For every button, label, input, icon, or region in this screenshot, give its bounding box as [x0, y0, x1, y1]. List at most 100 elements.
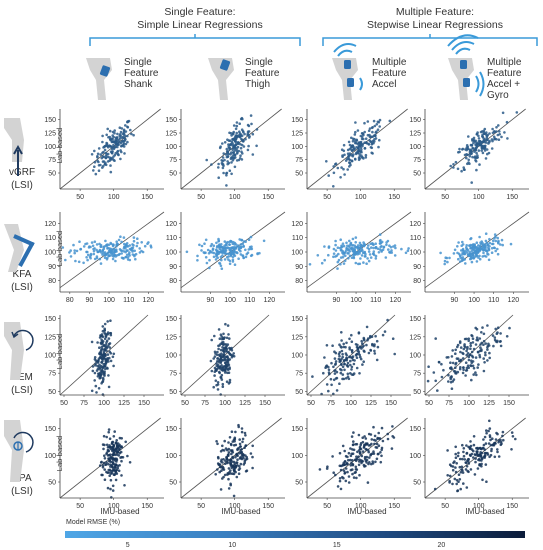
scatter-point: [457, 451, 460, 455]
scatter-point: [485, 431, 488, 435]
scatter-point: [484, 353, 487, 357]
scatter-point: [216, 357, 219, 360]
scatter-point: [497, 124, 500, 127]
scatter-point: [108, 342, 112, 345]
scatter-point: [355, 442, 359, 446]
y-tick-label: 50: [48, 480, 56, 487]
y-tick-label: 120: [291, 221, 303, 228]
scatter-point: [354, 459, 358, 463]
scatter-point: [463, 344, 466, 348]
scatter-point: [354, 241, 358, 244]
scatter-point: [73, 249, 76, 252]
scatter-point: [471, 360, 475, 363]
scatter-point: [360, 135, 364, 138]
scatter-point: [361, 132, 364, 135]
scatter-point: [221, 369, 225, 372]
scatter-point: [107, 428, 111, 431]
x-axis-title-col1: IMU-based: [100, 507, 140, 516]
y-tick-label: 125: [165, 131, 177, 138]
scatter-point: [111, 157, 114, 160]
scatter-point: [237, 141, 240, 145]
scatter-point: [237, 425, 240, 429]
scatter-point: [340, 244, 343, 248]
scatter-point: [332, 252, 336, 255]
scatter-point: [77, 260, 81, 264]
scatter-point: [480, 349, 483, 353]
scatter-point: [371, 130, 374, 134]
scatter-point: [108, 129, 112, 133]
scatter-point: [226, 138, 229, 141]
scatter-point: [482, 339, 486, 343]
scatter-point: [341, 352, 344, 356]
scatter-point: [247, 124, 251, 128]
scatter-point: [368, 127, 372, 130]
scatter-point: [126, 255, 130, 259]
y-tick-label: 75: [413, 371, 421, 378]
scatter-point: [223, 346, 226, 350]
scatter-point: [204, 238, 208, 242]
scatter-point: [450, 387, 454, 391]
scatter-point: [351, 237, 355, 241]
scatter-point: [352, 362, 356, 366]
scatter-point: [332, 165, 336, 168]
scatter-point: [120, 445, 123, 448]
scatter-point: [105, 257, 109, 261]
scatter-point: [225, 255, 229, 259]
scatter-point: [489, 438, 492, 442]
scatter-point: [225, 241, 228, 245]
scatter-point: [459, 346, 463, 349]
scatter-point: [474, 253, 478, 256]
scatter-point: [123, 134, 127, 137]
scatter-point: [231, 158, 235, 162]
scatter-point: [129, 128, 132, 132]
scatter-point: [336, 267, 339, 270]
scatter-point: [359, 442, 363, 445]
y-tick-label: 100: [165, 353, 177, 360]
scatter-point: [134, 257, 137, 261]
scatter-point: [227, 467, 231, 470]
scatter-point: [233, 469, 236, 473]
scatter-point: [367, 244, 370, 247]
scatter-point: [90, 153, 94, 156]
scatter-point: [106, 345, 110, 348]
x-tick-label: 150: [141, 194, 153, 201]
scatter-point: [231, 148, 234, 151]
scatter-point: [133, 253, 136, 257]
scatter-point: [471, 155, 474, 159]
scatter-point: [374, 334, 377, 338]
scatter-point: [338, 451, 342, 455]
scatter-point: [400, 247, 403, 251]
scatter-point: [226, 448, 229, 452]
scatter-point: [357, 350, 361, 353]
x-tick-label: 125: [483, 400, 495, 407]
thigh-sensor-icon: [208, 58, 234, 100]
scatter-point: [243, 446, 246, 450]
scatter-point: [219, 255, 223, 259]
scatter-point: [226, 152, 229, 155]
scatter-point: [111, 447, 114, 450]
scatter-point: [196, 259, 199, 262]
scatter-point: [98, 464, 102, 467]
scatter-point: [379, 460, 383, 464]
scatter-point: [472, 366, 476, 370]
scatter-point: [461, 351, 464, 355]
scatter-point: [361, 436, 365, 440]
scatter-point: [474, 457, 477, 460]
scatter-point: [103, 468, 106, 471]
scatter-point: [102, 461, 106, 465]
scatter-point: [334, 362, 338, 366]
scatter-point: [102, 350, 106, 354]
scatter-point: [356, 151, 359, 154]
scatter-point: [374, 460, 377, 464]
scatter-point: [374, 242, 378, 245]
scatter-point: [122, 247, 126, 250]
scatter-point: [352, 153, 355, 156]
scatter-point: [98, 346, 101, 350]
y-tick-label: 50: [169, 171, 177, 178]
scatter-point: [223, 240, 227, 243]
scatter-point: [226, 356, 230, 360]
x-tick-label: 100: [224, 297, 236, 304]
y-tick-label: 150: [165, 426, 177, 433]
scatter-point: [477, 137, 481, 140]
